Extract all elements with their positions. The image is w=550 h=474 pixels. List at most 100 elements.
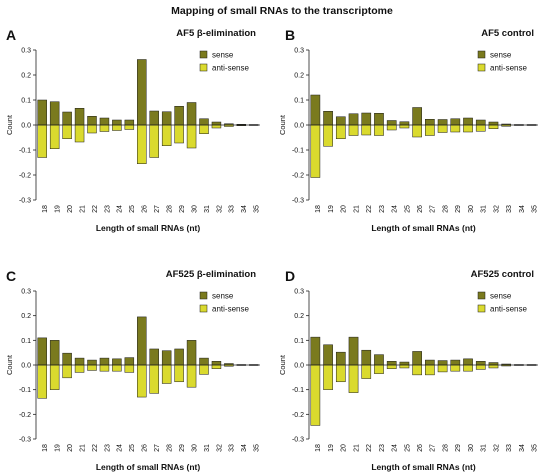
legend-label-sense: sense [490,51,512,60]
x-tick-label: 18 [42,205,49,213]
sense-bar-22 [87,359,97,366]
antisense-bar-22 [361,364,372,379]
y-tick-label: 0.2 [21,313,31,320]
legend-swatch-sense [477,291,486,300]
antisense-bar-23 [99,124,110,132]
sense-bar-21 [74,108,85,126]
x-tick-label: 27 [430,444,437,452]
x-tick-label: 27 [154,205,161,213]
x-tick-label: 32 [216,205,223,213]
sense-bar-19 [323,111,333,126]
sense-bar-24 [112,119,122,126]
panel-A: A AF5 β-elimination -0.3 -0.2 -0.1 0.0 0.1 0.2 0… [5,27,261,233]
x-tick-label: 31 [204,205,211,213]
antisense-bar-21 [74,364,85,373]
legend-swatch-antisense [199,63,208,72]
antisense-bar-31 [199,124,209,134]
x-tick-label: 20 [67,205,74,213]
x-tick-label: 33 [229,205,236,213]
y-tick-label: 0.1 [21,98,31,105]
x-tick-label: 32 [216,444,223,452]
panel-B: B AF5 control -0.3 -0.2 -0.1 0.0 0.1 0.2 0.3 Coun… [278,27,538,233]
y-tick-label: 0.2 [294,313,304,320]
x-tick-label: 33 [229,444,236,452]
legend-swatch-sense [199,50,208,59]
sense-bar-29 [450,118,461,126]
y-tick-label: -0.2 [19,173,31,180]
antisense-bar-21 [348,364,359,393]
x-tick-label: 19 [55,444,62,452]
legend-swatch-sense [477,50,486,59]
y-tick-label: -0.3 [292,198,304,205]
x-tick-label: 19 [55,205,62,213]
antisense-bar-20 [62,364,72,379]
antisense-bar-24 [112,364,122,372]
sense-bar-25 [124,119,135,126]
x-tick-label: 21 [79,444,86,452]
antisense-bar-19 [323,364,333,390]
y-tick-label: 0.3 [21,289,31,296]
y-axis-label: Count [278,114,287,135]
sense-bar-24 [386,120,397,126]
y-tick-label: -0.1 [292,148,304,155]
antisense-bar-18 [310,364,321,426]
antisense-bar-30 [186,364,197,388]
x-tick-label: 27 [430,205,437,213]
antisense-bar-30 [463,364,473,372]
legend-label-sense: sense [490,292,512,301]
sense-bar-26 [412,351,422,366]
x-tick-label: 24 [117,205,124,213]
x-tick-label: 29 [455,444,462,452]
x-tick-label: 18 [315,205,322,213]
x-tick-label: 35 [531,444,538,452]
x-tick-label: 30 [468,205,475,213]
y-tick-label: -0.2 [292,173,304,180]
sense-bar-28 [161,350,172,366]
y-tick-label: -0.2 [19,412,31,419]
antisense-bar-18 [37,364,47,399]
y-tick-label: 0.0 [294,123,304,130]
x-tick-label: 29 [455,205,462,213]
x-tick-label: 31 [204,444,211,452]
sense-bar-27 [425,359,435,366]
sense-bar-25 [399,361,410,366]
y-tick-label: -0.1 [19,387,31,394]
x-tick-label: 23 [379,205,386,213]
x-tick-label: 18 [42,444,49,452]
sense-bar-28 [437,119,448,126]
x-tick-label: 21 [353,205,360,213]
x-tick-label: 22 [366,444,373,452]
panel-letter: C [6,268,16,284]
x-tick-label: 24 [392,205,399,213]
x-tick-label: 23 [104,444,111,452]
sense-bar-22 [87,116,97,126]
x-tick-label: 24 [117,444,124,452]
sense-bar-18 [37,337,47,366]
sense-bar-27 [149,348,159,366]
y-tick-label: 0.0 [21,123,31,130]
sense-bar-26 [137,316,147,366]
x-tick-label: 34 [241,444,248,452]
sense-bar-29 [174,348,184,366]
y-tick-label: -0.3 [19,198,31,205]
legend-swatch-antisense [199,304,208,313]
x-axis-label: Length of small RNAs (nt) [371,223,476,233]
sense-bar-31 [475,119,486,126]
antisense-bar-19 [49,124,60,149]
x-tick-label: 29 [179,205,186,213]
x-tick-label: 22 [366,205,373,213]
x-tick-label: 20 [341,205,348,213]
antisense-bar-21 [348,124,359,136]
sense-bar-23 [99,117,110,126]
x-tick-label: 25 [404,205,411,213]
sense-bar-20 [62,352,72,366]
antisense-bar-27 [425,124,435,136]
legend-swatch-antisense [477,304,486,313]
sense-bar-31 [199,118,209,126]
antisense-bar-19 [49,364,60,390]
sense-bar-24 [386,361,397,366]
x-tick-label: 26 [417,205,424,213]
antisense-bar-27 [149,364,159,394]
sense-bar-23 [374,113,384,126]
panel-D: D AF525 control -0.3 -0.2 -0.1 0.0 0.1 0.2 0.3 Co… [278,268,538,472]
